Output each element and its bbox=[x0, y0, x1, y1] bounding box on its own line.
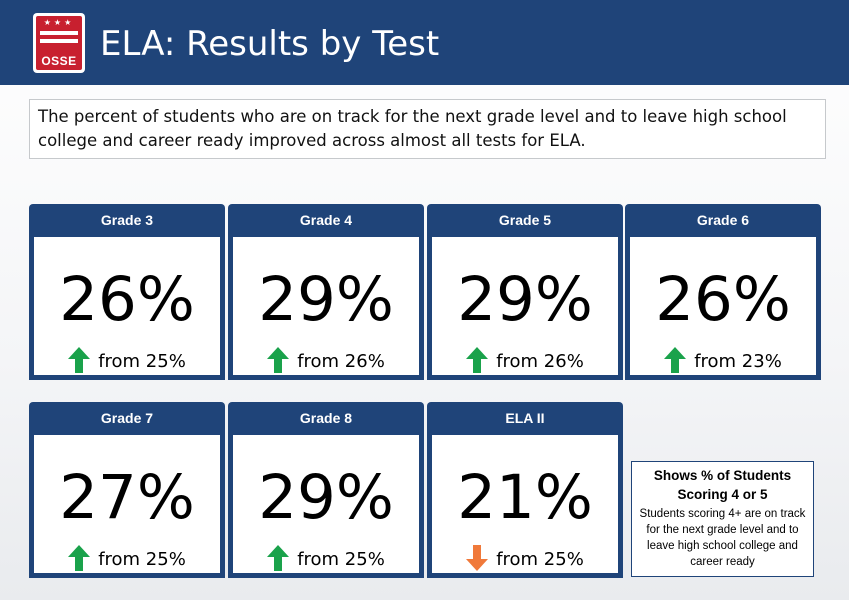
card-percent: 26% bbox=[655, 264, 791, 335]
note-title: Shows % of Students Scoring 4 or 5 bbox=[653, 468, 792, 502]
up-arrow-icon bbox=[267, 545, 290, 571]
page-title: ELA: Results by Test bbox=[100, 24, 440, 64]
card-label: Grade 8 bbox=[228, 402, 424, 434]
result-card-grade-8: Grade 8 29% from 25% bbox=[228, 402, 424, 578]
up-arrow-icon bbox=[267, 347, 290, 373]
card-label: Grade 5 bbox=[427, 204, 623, 236]
result-card-grade-7: Grade 7 27% from 25% bbox=[29, 402, 225, 578]
down-arrow-icon bbox=[466, 545, 489, 571]
result-card-grade-4: Grade 4 29% from 26% bbox=[228, 204, 424, 380]
up-arrow-icon bbox=[68, 545, 91, 571]
card-percent: 29% bbox=[258, 264, 394, 335]
card-change: from 25% bbox=[98, 549, 186, 570]
up-arrow-icon bbox=[466, 347, 489, 373]
card-change: from 23% bbox=[694, 351, 782, 372]
legend-note: Shows % of Students Scoring 4 or 5 Stude… bbox=[631, 461, 814, 577]
card-percent: 27% bbox=[59, 462, 195, 533]
card-label: Grade 7 bbox=[29, 402, 225, 434]
card-percent: 21% bbox=[457, 462, 593, 533]
logo-text: OSSE bbox=[41, 54, 77, 68]
result-card-grade-5: Grade 5 29% from 26% bbox=[427, 204, 623, 380]
up-arrow-icon bbox=[664, 347, 687, 373]
card-label: ELA II bbox=[427, 402, 623, 434]
card-percent: 29% bbox=[457, 264, 593, 335]
card-percent: 26% bbox=[59, 264, 195, 335]
card-change: from 25% bbox=[98, 351, 186, 372]
up-arrow-icon bbox=[68, 347, 91, 373]
card-change: from 26% bbox=[496, 351, 584, 372]
card-label: Grade 4 bbox=[228, 204, 424, 236]
card-label: Grade 6 bbox=[625, 204, 821, 236]
note-body: Students scoring 4+ are on track for the… bbox=[639, 508, 806, 568]
card-change: from 25% bbox=[297, 549, 385, 570]
result-card-grade-3: Grade 3 26% from 25% bbox=[29, 204, 225, 380]
osse-logo: ★★★ OSSE bbox=[33, 13, 85, 73]
card-percent: 29% bbox=[258, 462, 394, 533]
header-bar: ★★★ OSSE ELA: Results by Test bbox=[0, 0, 849, 85]
logo-stars: ★★★ bbox=[43, 18, 75, 27]
result-card-ela-ii: ELA II 21% from 25% bbox=[427, 402, 623, 578]
card-label: Grade 3 bbox=[29, 204, 225, 236]
card-change: from 25% bbox=[496, 549, 584, 570]
card-change: from 26% bbox=[297, 351, 385, 372]
intro-text: The percent of students who are on track… bbox=[29, 99, 826, 159]
result-card-grade-6: Grade 6 26% from 23% bbox=[625, 204, 821, 380]
